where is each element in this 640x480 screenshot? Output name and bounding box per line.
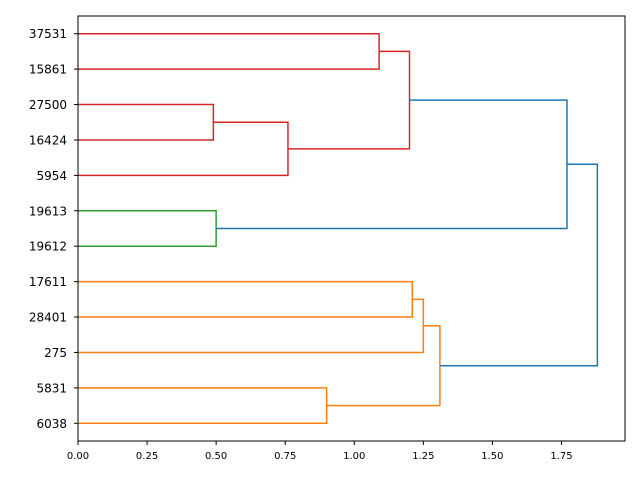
dendrogram-link-4 (287, 50, 411, 150)
dendrogram-link-1 (78, 32, 380, 70)
x-tick-label: 1.25 (412, 451, 434, 462)
leaf-label: 15861 (29, 63, 67, 77)
leaf-label: 27500 (29, 98, 67, 112)
leaf-label: 19613 (29, 204, 67, 218)
leaf-label: 6038 (36, 417, 67, 431)
dendrogram-link-9 (78, 387, 328, 425)
leaf-label: 37531 (29, 27, 67, 41)
x-axis: 0.00 0.25 0.50 0.75 1.00 1.25 1.50 1.75 (67, 441, 573, 462)
x-tick-label: 0.25 (136, 451, 158, 462)
y-axis: 37531 15861 27500 16424 5954 19613 19612 17611 2… (29, 27, 78, 431)
leaf-label: 28401 (29, 311, 67, 325)
dendrogram-link-8 (78, 298, 425, 354)
leaf-label: 5831 (36, 381, 67, 395)
leaf-label: 16424 (29, 133, 67, 147)
x-tick-label: 1.75 (550, 451, 572, 462)
plot-frame (77, 15, 626, 442)
leaf-label: 275 (44, 346, 67, 360)
x-tick-label: 1.00 (343, 451, 365, 462)
dendrogram-link-6 (216, 99, 568, 230)
dendrogram-link-11 (439, 163, 599, 367)
leaf-label: 17611 (29, 275, 67, 289)
leaf-label: 5954 (36, 169, 67, 183)
dendrogram-link-3 (78, 121, 289, 177)
dendrogram-links (78, 32, 599, 425)
x-tick-label: 1.50 (481, 451, 503, 462)
x-tick-label: 0.00 (67, 451, 89, 462)
leaf-label: 19612 (29, 240, 67, 254)
dendrogram-link-7 (78, 280, 414, 318)
dendrogram-link-10 (326, 325, 441, 407)
dendrogram-link-5 (78, 210, 217, 247)
x-tick-label: 0.50 (205, 451, 227, 462)
x-tick-label: 0.75 (274, 451, 296, 462)
dendrogram-link-2 (78, 103, 215, 141)
